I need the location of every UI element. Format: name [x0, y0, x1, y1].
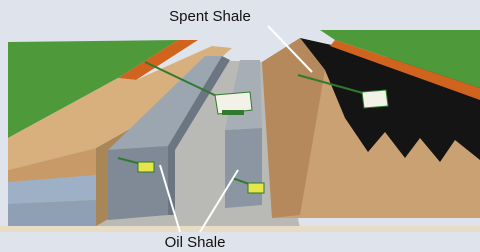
page: {"labels": {"top": "Spent Shale", "botto… — [0, 0, 480, 252]
mine-diagram: Spent Shale Oil Shale — [0, 0, 480, 252]
shale-layer-left-low — [8, 200, 96, 226]
ground-edge — [0, 226, 480, 232]
oil-shale-block-face — [108, 146, 168, 220]
label-spent-shale: Spent Shale — [169, 8, 251, 25]
oil-shale-block-2 — [225, 128, 262, 208]
label-oil-shale: Oil Shale — [165, 234, 226, 251]
